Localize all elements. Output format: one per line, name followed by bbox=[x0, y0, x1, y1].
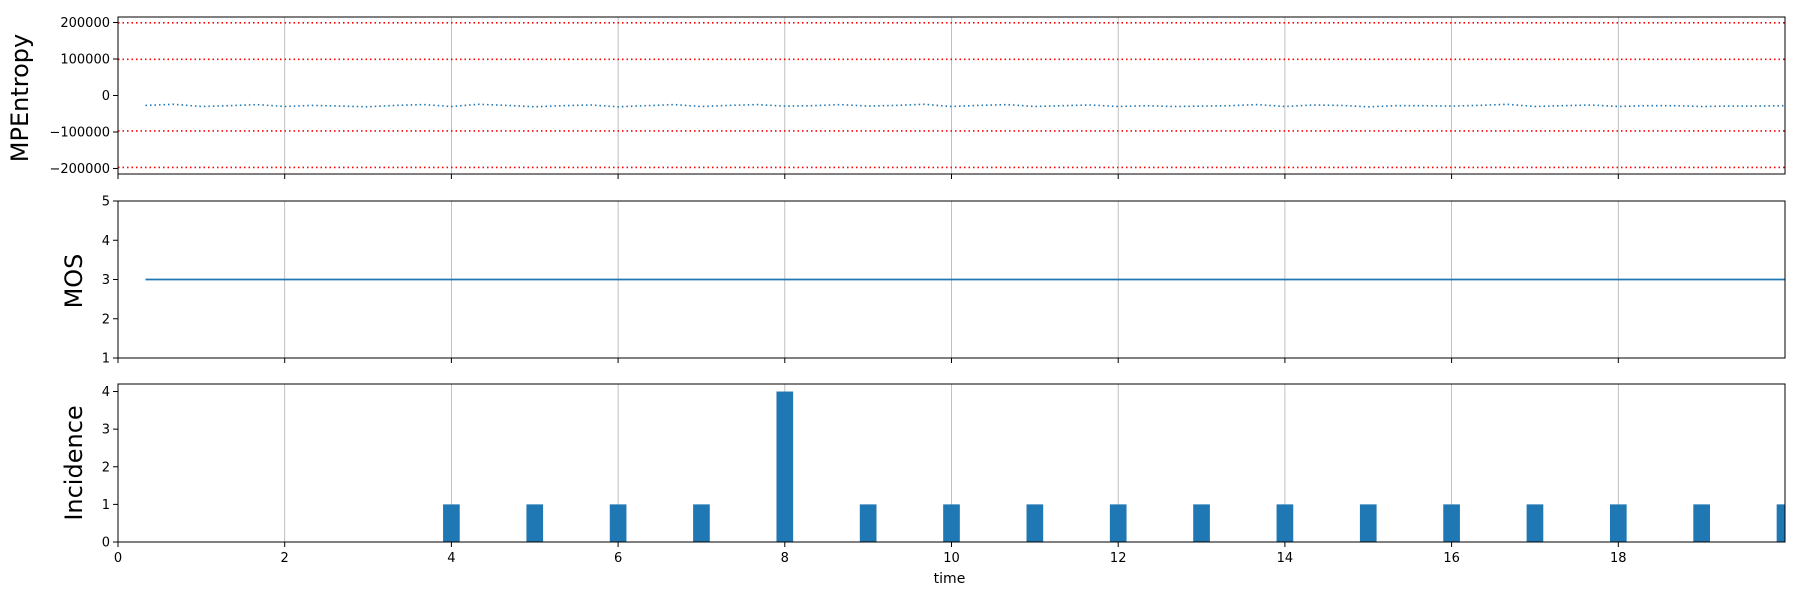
incidence-xlabel: time bbox=[934, 571, 966, 587]
incidence-bar bbox=[1776, 504, 1785, 542]
incidence-xtick-label: 2 bbox=[281, 551, 289, 566]
incidence-bar bbox=[1193, 504, 1210, 542]
incidence-bar bbox=[943, 504, 960, 542]
incidence-bar bbox=[1609, 504, 1627, 542]
mpentropy-series-line bbox=[145, 103, 1786, 108]
mpentropy-ytick-label: 0 bbox=[102, 89, 110, 104]
incidence-bar bbox=[1693, 504, 1710, 542]
incidence-xtick-label: 4 bbox=[447, 551, 455, 566]
mos-ytick-label: 3 bbox=[102, 273, 110, 288]
incidence-ytick-label: 2 bbox=[102, 460, 110, 475]
incidence-ytick-label: 3 bbox=[102, 423, 110, 438]
incidence-bar bbox=[859, 504, 877, 542]
incidence-bar bbox=[1443, 504, 1460, 542]
mos-ytick-label: 5 bbox=[102, 195, 110, 210]
incidence-bar bbox=[1026, 504, 1044, 542]
incidence-xtick-label: 18 bbox=[1610, 551, 1627, 566]
mos-ytick-label: 2 bbox=[102, 312, 110, 327]
incidence-bar bbox=[609, 504, 627, 542]
incidence-bar bbox=[1276, 504, 1294, 542]
incidence-xtick-label: 16 bbox=[1443, 551, 1460, 566]
mpentropy-ytick-label: −100000 bbox=[49, 126, 110, 141]
incidence-xtick-label: 12 bbox=[1110, 551, 1127, 566]
mpentropy-ylabel: MPEntropy bbox=[6, 34, 34, 162]
mpentropy-ytick-label: −200000 bbox=[49, 162, 110, 177]
incidence-xtick-label: 0 bbox=[114, 551, 122, 566]
incidence-bar bbox=[443, 504, 460, 542]
incidence-bar bbox=[693, 504, 710, 542]
incidence-ylabel: Incidence bbox=[60, 405, 88, 520]
mos-ytick-label: 4 bbox=[102, 234, 110, 249]
incidence-xtick-label: 8 bbox=[781, 551, 789, 566]
mpentropy-panel: −200000 −100000 0 100000 200000 MPEntropy bbox=[6, 16, 1786, 179]
incidence-xtick-label: 14 bbox=[1277, 551, 1294, 566]
mos-ytick-label: 1 bbox=[102, 352, 110, 367]
incidence-ytick-label: 4 bbox=[102, 385, 110, 400]
mos-ylabel: MOS bbox=[60, 254, 88, 309]
incidence-bar bbox=[776, 391, 794, 542]
incidence-bar bbox=[526, 504, 544, 542]
incidence-xtick-label: 10 bbox=[943, 551, 960, 566]
mos-panel: 1 2 3 4 5 MOS bbox=[60, 195, 1786, 367]
incidence-bar bbox=[1109, 504, 1127, 542]
incidence-bar bbox=[1359, 504, 1377, 542]
mpentropy-ytick-label: 100000 bbox=[60, 52, 110, 67]
incidence-xtick-label: 6 bbox=[614, 551, 622, 566]
incidence-ytick-label: 1 bbox=[102, 498, 110, 513]
mpentropy-ytick-label: 200000 bbox=[60, 16, 110, 31]
incidence-ytick-label: 0 bbox=[102, 536, 110, 551]
incidence-bar bbox=[1526, 504, 1544, 542]
